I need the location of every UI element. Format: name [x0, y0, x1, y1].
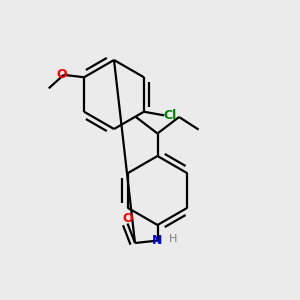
- Text: O: O: [56, 68, 67, 81]
- Text: N: N: [152, 234, 163, 247]
- Text: O: O: [122, 212, 133, 225]
- Text: H: H: [169, 234, 177, 244]
- Text: Cl: Cl: [163, 109, 176, 122]
